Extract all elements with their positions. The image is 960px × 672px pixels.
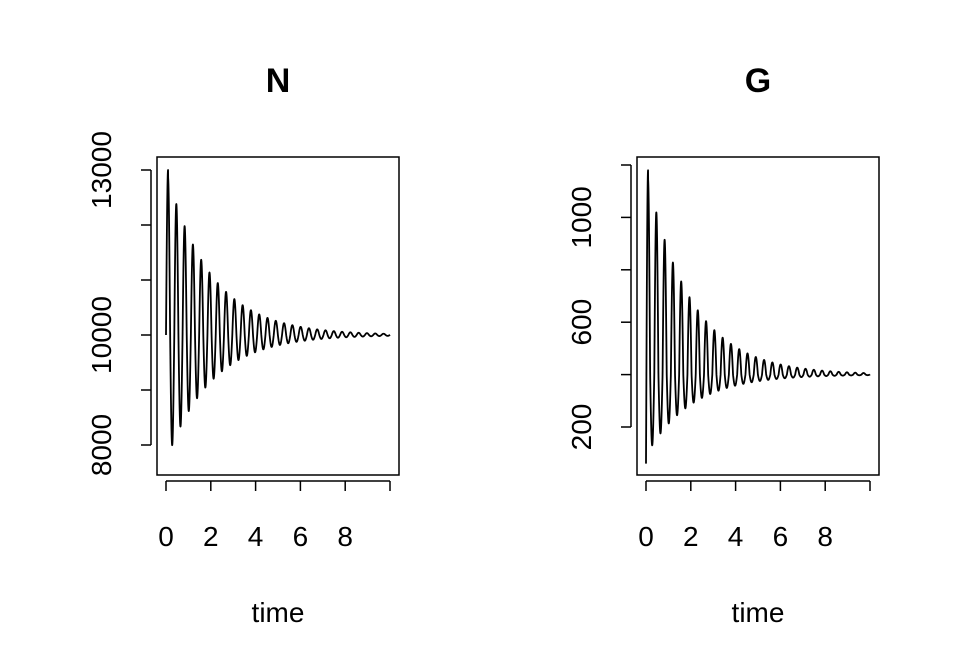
- x-tick-label: 0: [638, 521, 654, 552]
- plot-frame: [636, 156, 880, 476]
- y-tick-label: 8000: [86, 414, 117, 476]
- plot-frame: [156, 156, 400, 476]
- x-axis-label: time: [732, 597, 785, 628]
- x-axis-label: time: [252, 597, 305, 628]
- x-tick-label: 8: [337, 521, 353, 552]
- x-tick-label: 6: [773, 521, 789, 552]
- x-tick-label: 0: [158, 521, 174, 552]
- y-tick-label: 10000: [86, 296, 117, 374]
- x-tick-label: 6: [293, 521, 309, 552]
- panel-n: N time 0 2 4 6 8 8000 10000 13000: [86, 62, 400, 628]
- y-tick-label: 200: [566, 404, 597, 451]
- x-tick-label: 4: [248, 521, 264, 552]
- series-line: [165, 169, 391, 447]
- x-tick-label: 8: [817, 521, 833, 552]
- panel-g: G time 0 2 4 6 8 200 600 1000: [566, 62, 880, 628]
- series-line: [645, 169, 871, 464]
- y-tick-label: 13000: [86, 131, 117, 209]
- x-tick-label: 2: [683, 521, 699, 552]
- panel-title: G: [745, 62, 771, 100]
- y-tick-label: 600: [566, 299, 597, 346]
- x-tick-label: 4: [728, 521, 744, 552]
- x-tick-label: 2: [203, 521, 219, 552]
- y-tick-label: 1000: [566, 186, 597, 248]
- panel-title: N: [266, 62, 291, 100]
